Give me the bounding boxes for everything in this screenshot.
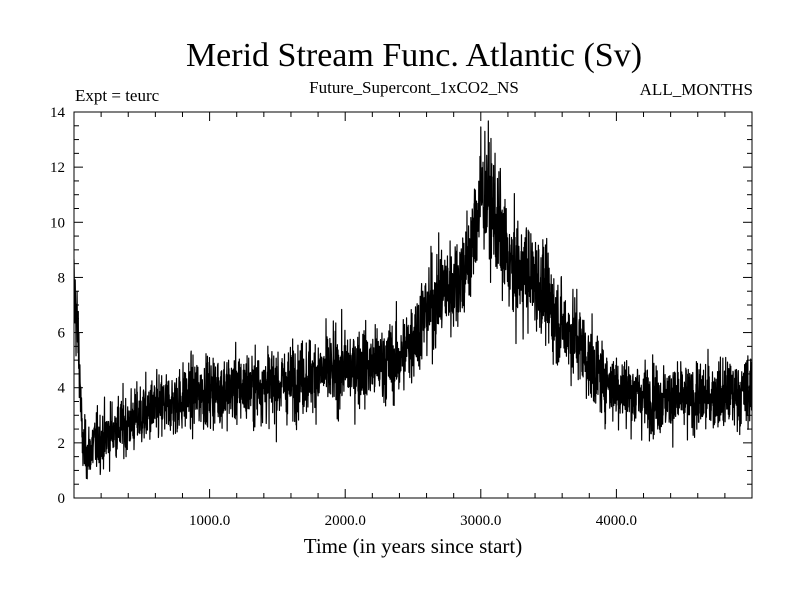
y-tick-label: 6 — [58, 326, 66, 342]
x-tick-label: 4000.0 — [596, 513, 637, 529]
plot-area — [74, 120, 752, 480]
months-label: ALL_MONTHS — [640, 80, 753, 99]
y-tick-label: 2 — [58, 436, 66, 452]
chart-title: Merid Stream Func. Atlantic (Sv) — [186, 37, 642, 74]
y-tick-label: 4 — [58, 381, 66, 397]
axis-ticks: 1000.0 2000.0 3000.0 4000.0 0 2 4 6 8 10 12 14 — [50, 105, 752, 529]
plot-frame — [73, 111, 753, 499]
series-line — [74, 120, 752, 480]
x-axis-label: Time (in years since start) — [304, 534, 523, 558]
experiment-label: Expt = teurc — [75, 86, 160, 105]
x-tick-label: 3000.0 — [460, 513, 501, 529]
y-tick-label: 10 — [50, 215, 65, 231]
y-tick-label: 0 — [58, 491, 66, 507]
x-tick-label: 2000.0 — [325, 513, 366, 529]
y-tick-label: 8 — [58, 270, 66, 286]
y-tick-label: 14 — [50, 105, 66, 121]
x-tick-label: 1000.0 — [189, 513, 230, 529]
y-tick-label: 12 — [50, 160, 65, 176]
chart-subtitle: Future_Supercont_1xCO2_NS — [309, 78, 519, 97]
